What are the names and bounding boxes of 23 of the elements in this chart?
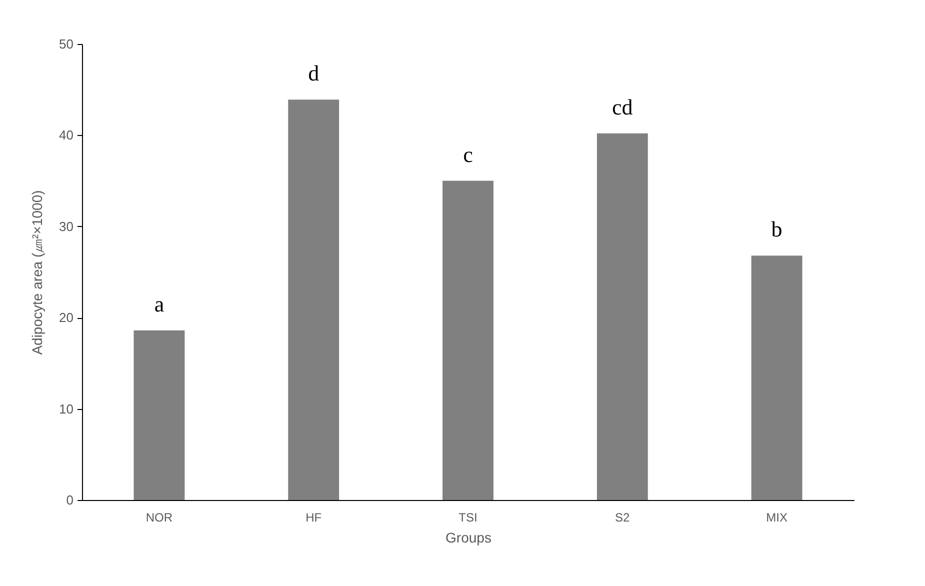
x-tick-label: TSI	[458, 510, 478, 524]
annotation: a	[154, 291, 164, 316]
x-tick-label: NOR	[146, 510, 173, 524]
annotation: c	[463, 142, 474, 167]
x-tick-label: S2	[615, 510, 630, 524]
y-tick-label: 0	[66, 492, 74, 508]
y-tick-label: 10	[59, 401, 74, 416]
bar	[596, 133, 648, 500]
y-tick-label: 30	[59, 218, 74, 234]
y-tick-label: 40	[59, 128, 74, 143]
y-axis-title: Adipocyte area (㎛²×1000)	[29, 190, 46, 355]
bar	[442, 180, 494, 500]
x-axis-title: Groups	[446, 530, 492, 546]
y-tick-label: 20	[59, 310, 74, 326]
y-tick-label: 50	[59, 36, 74, 52]
annotation: d	[308, 60, 320, 86]
x-tick-label: HF	[306, 510, 322, 524]
annotation: cd	[612, 94, 633, 120]
x-tick-label: MIX	[766, 510, 788, 524]
annotation: b	[771, 216, 782, 242]
bar	[751, 256, 802, 500]
bar	[288, 100, 340, 500]
bar	[134, 330, 185, 500]
